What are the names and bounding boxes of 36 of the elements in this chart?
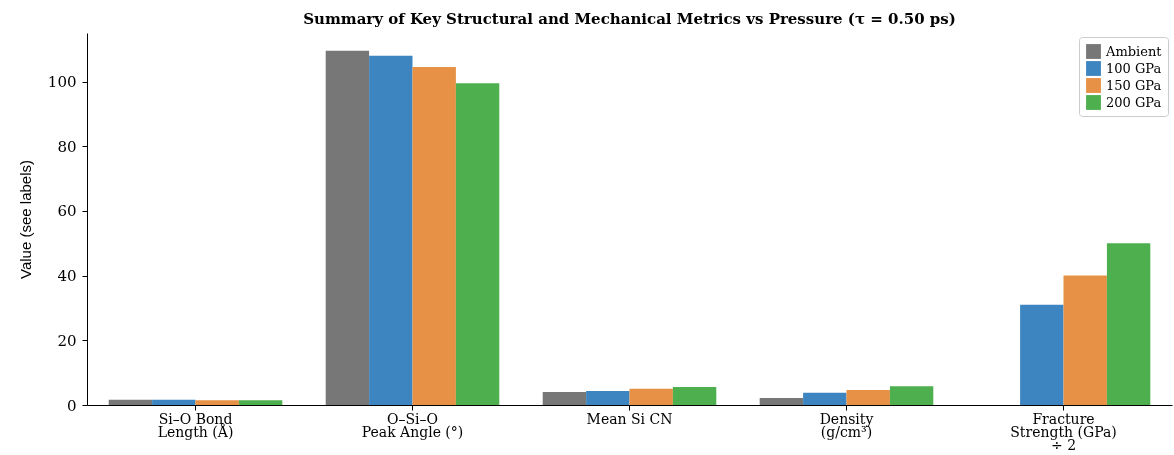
bar <box>325 50 370 405</box>
legend-label: Ambient <box>1105 43 1163 59</box>
bar <box>238 400 283 405</box>
x-tick-label: Fracture Strength (GPa) ÷ 2 <box>1010 410 1117 453</box>
legend-label: 150 GPa <box>1106 77 1162 93</box>
bar <box>629 388 673 405</box>
y-tick-label: 0 <box>66 396 77 415</box>
y-axis-title: Value (see labels) <box>16 160 34 279</box>
y-tick-label: 60 <box>57 202 77 221</box>
x-tick-label: Density (g/cm³) <box>819 410 874 440</box>
y-tick-label: 100 <box>47 73 77 92</box>
bar <box>108 399 153 405</box>
bar <box>1106 243 1151 405</box>
x-tick-label: O–Si–O Peak Angle (°) <box>361 410 464 440</box>
chart-title: Summary of Key Structural and Mechanical Metrics vs Pressure (τ = 0.50 ps) <box>303 10 956 28</box>
bar <box>1020 304 1064 405</box>
y-tick-label: 80 <box>57 137 77 156</box>
bar <box>455 83 500 405</box>
x-tick-label: Mean Si CN <box>586 410 673 427</box>
bar <box>889 386 934 405</box>
bar <box>1063 275 1107 405</box>
bar <box>195 400 239 405</box>
bar <box>586 391 630 405</box>
bar <box>803 392 847 405</box>
legend-label: 200 GPa <box>1106 94 1162 110</box>
bar <box>369 55 413 405</box>
bar <box>412 66 456 405</box>
bar <box>846 390 890 405</box>
y-tick-label: 40 <box>57 267 77 286</box>
bar <box>542 392 587 405</box>
bar <box>759 397 804 405</box>
bar <box>672 386 717 405</box>
x-tick-label: Si–O Bond Length (Å) <box>157 410 234 440</box>
bar <box>152 399 196 405</box>
legend-label: 100 GPa <box>1106 60 1162 76</box>
y-tick-label: 20 <box>57 331 77 350</box>
